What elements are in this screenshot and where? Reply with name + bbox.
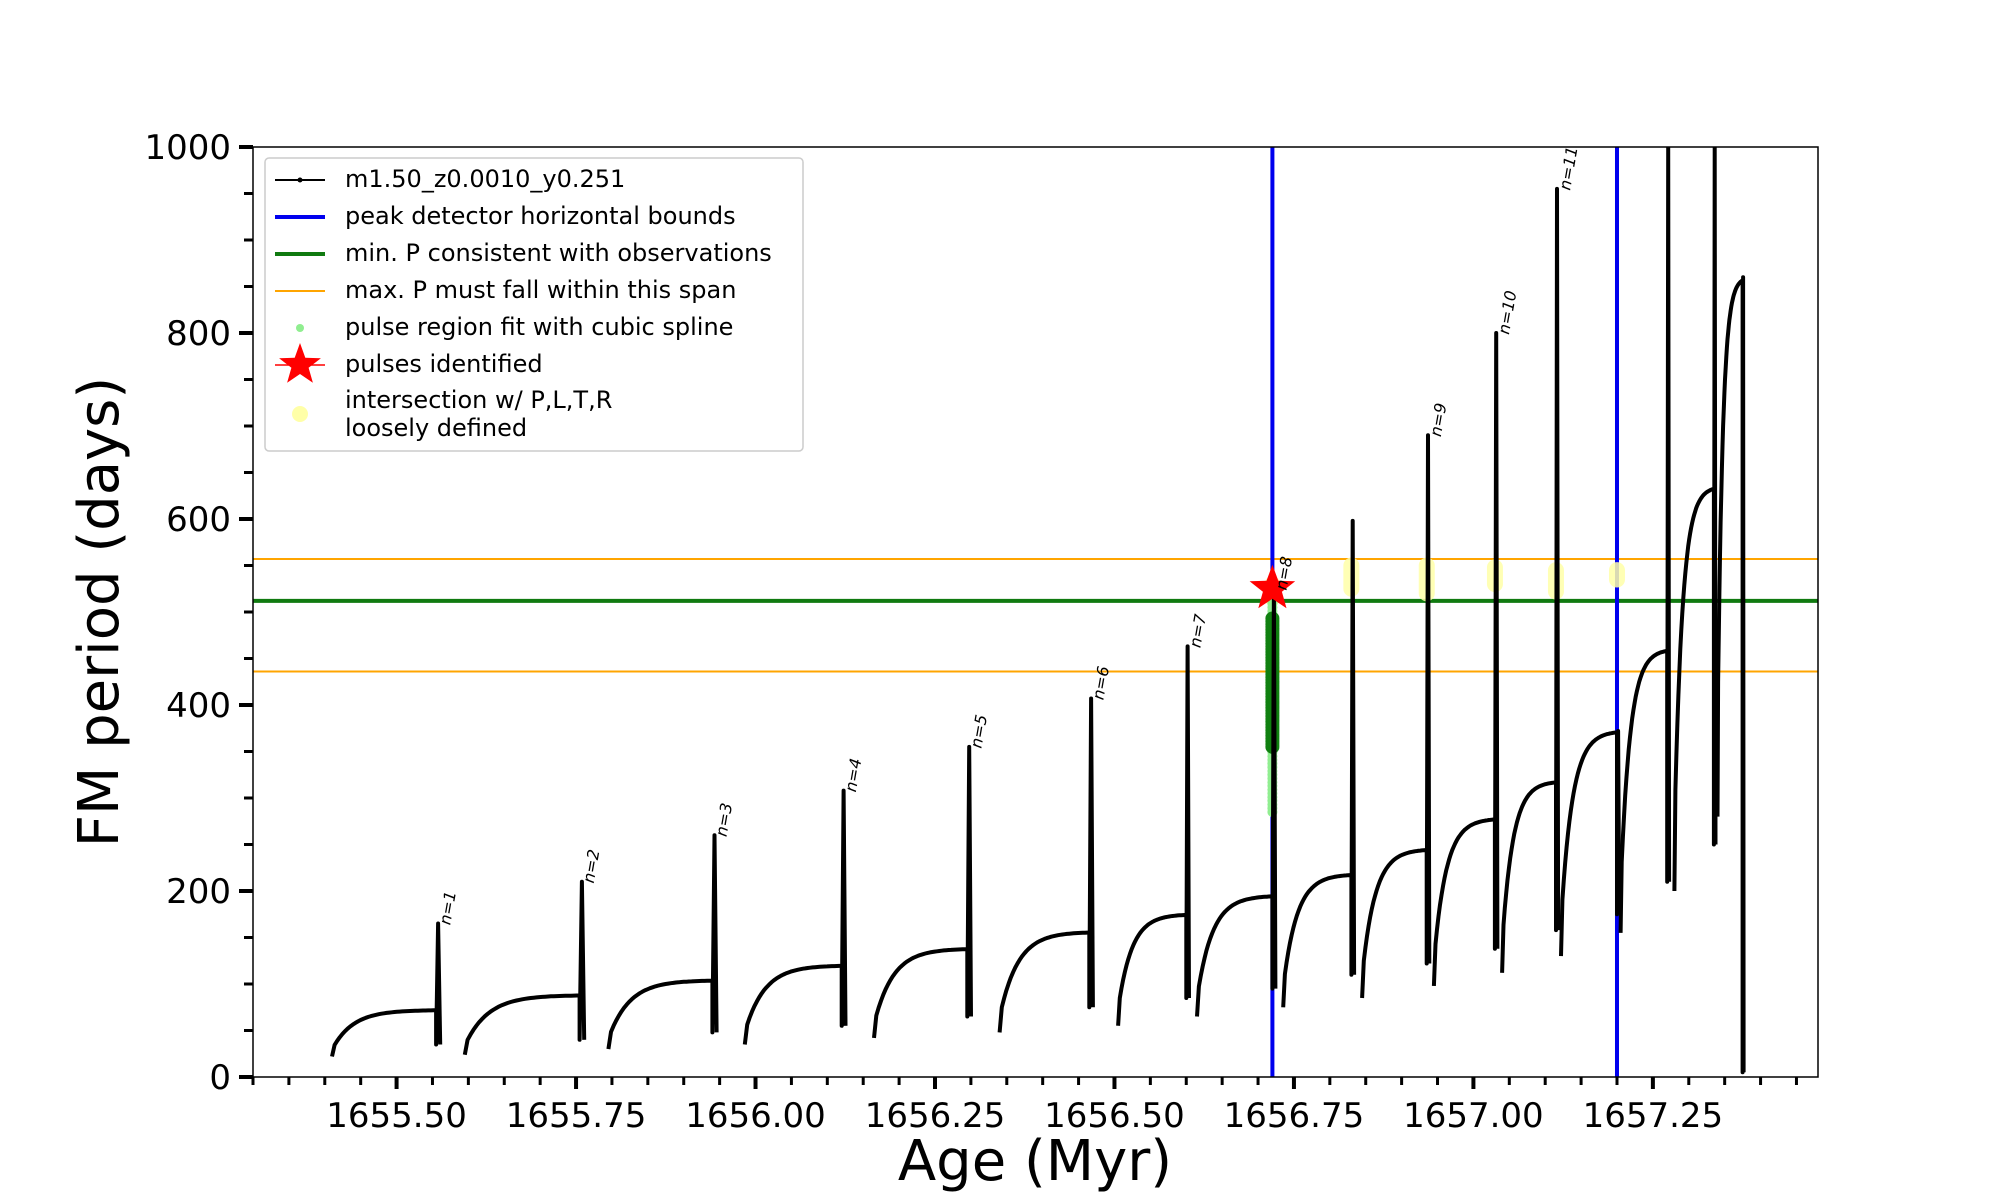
series-cycle-5 xyxy=(872,744,973,1039)
series-cycle-14 xyxy=(1618,147,1672,933)
legend-label-intersection-2: loosely defined xyxy=(345,414,527,442)
legend-marker-model-dot xyxy=(297,177,303,183)
series-cycle-10 xyxy=(1360,433,1432,999)
series-cycle-8 xyxy=(1195,586,1278,1017)
legend-label-max-period: max. P must fall within this span xyxy=(345,276,736,304)
y-tick-label: 800 xyxy=(166,314,231,354)
legend-label-model: m1.50_z0.0010_y0.251 xyxy=(345,165,625,193)
intersection-marker-6 xyxy=(1608,562,1625,588)
series-cycle-7 xyxy=(1116,644,1191,1026)
x-tick-label: 1656.25 xyxy=(865,1096,1006,1136)
series-cycle-12 xyxy=(1500,186,1561,973)
y-axis-title: FM period (days) xyxy=(67,377,132,847)
series-cycle-2 xyxy=(462,879,587,1056)
x-tick-label: 1655.50 xyxy=(326,1096,467,1136)
series-cycle-13 xyxy=(1559,729,1622,957)
data-layer: n=1n=2n=3n=4n=5n=6n=7n=8n=9n=10n=11 xyxy=(253,147,1818,1077)
series-cycle-4 xyxy=(742,788,848,1045)
y-tick-label: 400 xyxy=(166,686,231,726)
series-cycle-16 xyxy=(1715,275,1746,1075)
series-cycle-9 xyxy=(1281,518,1357,1008)
legend-box xyxy=(264,157,804,452)
legend-marker-pulses-star xyxy=(279,343,321,383)
legend-label-intersection: intersection w/ P,L,T,R xyxy=(345,386,612,414)
pulse-identified-star xyxy=(1249,564,1296,609)
x-tick-label: 1657.00 xyxy=(1403,1096,1544,1136)
series-cycle-6 xyxy=(997,696,1095,1033)
series-cycle-1 xyxy=(330,921,443,1057)
series-cycle-3 xyxy=(606,833,719,1050)
x-tick-label: 1655.75 xyxy=(506,1096,647,1136)
series-cycle-15 xyxy=(1672,147,1718,892)
y-tick-label: 1000 xyxy=(144,128,231,168)
y-axis: 0 200 400 600 800 1000 xyxy=(144,128,253,1098)
legend-marker-spline xyxy=(296,324,304,332)
x-tick-label: 1656.00 xyxy=(685,1096,826,1136)
legend-label-min-period: min. P consistent with observations xyxy=(345,239,772,267)
legend-label-peak-bounds: peak detector horizontal bounds xyxy=(345,202,736,230)
legend-label-spline: pulse region fit with cubic spline xyxy=(345,313,733,341)
x-axis-title: Age (Myr) xyxy=(898,1129,1172,1194)
x-axis: 1655.50 1655.75 1656.00 1656.25 1656.50 1656.… xyxy=(251,1077,1798,1136)
x-tick-label: 1656.50 xyxy=(1044,1096,1185,1136)
legend-markers xyxy=(275,177,325,422)
y-tick-label: 200 xyxy=(166,872,231,912)
legend: m1.50_z0.0010_y0.251 peak detector horiz… xyxy=(264,157,804,452)
series-cycle-11 xyxy=(1431,331,1500,986)
x-tick-label: 1656.75 xyxy=(1224,1096,1365,1136)
x-tick-label: 1657.25 xyxy=(1583,1096,1724,1136)
plot-content: n=1n=2n=3n=4n=5n=6n=7n=8n=9n=10n=11 xyxy=(253,147,1818,1077)
legend-marker-intersection xyxy=(292,406,308,422)
y-tick-label: 0 xyxy=(209,1058,231,1098)
y-tick-label: 600 xyxy=(166,500,231,540)
legend-label-pulses: pulses identified xyxy=(345,350,543,378)
